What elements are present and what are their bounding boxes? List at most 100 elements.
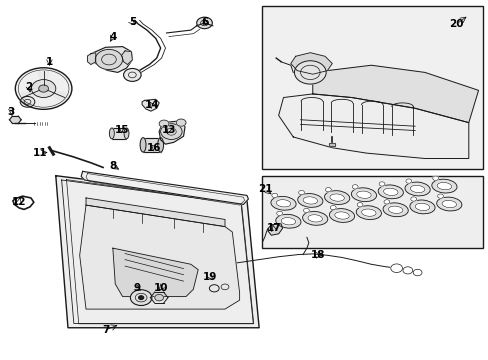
- Circle shape: [95, 49, 122, 69]
- Bar: [329, 143, 334, 146]
- Ellipse shape: [329, 194, 344, 201]
- Polygon shape: [143, 138, 160, 152]
- Ellipse shape: [334, 212, 348, 219]
- Polygon shape: [142, 99, 159, 111]
- Circle shape: [437, 194, 443, 198]
- Text: 3: 3: [8, 107, 15, 117]
- Ellipse shape: [294, 61, 325, 84]
- Ellipse shape: [276, 200, 290, 207]
- Text: 7: 7: [102, 325, 109, 335]
- Circle shape: [155, 294, 163, 301]
- Text: 21: 21: [257, 184, 272, 194]
- Ellipse shape: [409, 200, 434, 214]
- Polygon shape: [312, 65, 478, 123]
- Ellipse shape: [356, 191, 370, 198]
- Circle shape: [209, 285, 219, 292]
- Text: 19: 19: [203, 272, 217, 282]
- Ellipse shape: [404, 182, 429, 196]
- Bar: [261, 6, 483, 169]
- Circle shape: [378, 182, 384, 186]
- Ellipse shape: [436, 197, 461, 211]
- Text: 9: 9: [133, 283, 141, 293]
- Circle shape: [160, 124, 182, 139]
- Polygon shape: [21, 90, 40, 101]
- Ellipse shape: [124, 128, 129, 139]
- Ellipse shape: [351, 188, 376, 202]
- Circle shape: [356, 203, 362, 207]
- Ellipse shape: [158, 138, 163, 152]
- Ellipse shape: [382, 203, 407, 217]
- Polygon shape: [278, 94, 468, 158]
- Circle shape: [383, 200, 389, 204]
- Circle shape: [298, 190, 304, 195]
- Circle shape: [15, 68, 72, 109]
- Circle shape: [351, 185, 357, 189]
- Circle shape: [159, 120, 168, 127]
- Ellipse shape: [281, 217, 295, 225]
- Ellipse shape: [431, 179, 456, 193]
- Text: 5: 5: [128, 17, 136, 27]
- Circle shape: [31, 80, 56, 98]
- Polygon shape: [159, 121, 184, 144]
- Circle shape: [20, 96, 35, 107]
- Circle shape: [221, 284, 228, 290]
- Ellipse shape: [383, 188, 397, 195]
- Circle shape: [390, 264, 402, 273]
- Ellipse shape: [356, 206, 381, 220]
- Text: 2: 2: [25, 82, 33, 92]
- Polygon shape: [122, 51, 132, 64]
- Polygon shape: [86, 198, 224, 226]
- Text: 6: 6: [202, 17, 209, 27]
- Ellipse shape: [297, 194, 322, 207]
- Ellipse shape: [436, 183, 451, 190]
- Circle shape: [176, 119, 185, 126]
- Circle shape: [412, 269, 421, 276]
- Circle shape: [196, 17, 212, 29]
- Circle shape: [10, 116, 20, 123]
- Polygon shape: [113, 248, 198, 297]
- Polygon shape: [290, 53, 331, 74]
- Polygon shape: [267, 224, 282, 235]
- Polygon shape: [81, 171, 248, 204]
- Ellipse shape: [109, 128, 114, 139]
- Polygon shape: [38, 72, 50, 85]
- Bar: [261, 176, 483, 248]
- Circle shape: [139, 296, 143, 300]
- Ellipse shape: [303, 197, 317, 204]
- Polygon shape: [56, 176, 259, 328]
- Circle shape: [303, 208, 309, 213]
- Ellipse shape: [361, 209, 375, 216]
- Text: 12: 12: [12, 197, 26, 207]
- Circle shape: [130, 290, 152, 306]
- Text: 17: 17: [266, 224, 281, 233]
- Circle shape: [271, 193, 277, 198]
- Ellipse shape: [307, 215, 322, 222]
- Ellipse shape: [441, 201, 456, 208]
- Circle shape: [402, 267, 412, 274]
- Circle shape: [39, 85, 48, 92]
- Ellipse shape: [275, 214, 300, 228]
- Text: 16: 16: [147, 143, 161, 153]
- Bar: [329, 143, 334, 146]
- Text: 1: 1: [46, 57, 53, 67]
- Ellipse shape: [409, 185, 424, 193]
- Polygon shape: [88, 46, 132, 72]
- Ellipse shape: [302, 211, 327, 225]
- Circle shape: [123, 68, 141, 81]
- Text: 8: 8: [109, 161, 116, 171]
- Text: 20: 20: [448, 19, 463, 29]
- Ellipse shape: [270, 197, 296, 210]
- Text: 15: 15: [114, 125, 129, 135]
- Circle shape: [330, 206, 335, 210]
- Text: 4: 4: [109, 32, 116, 41]
- Polygon shape: [80, 205, 239, 309]
- Circle shape: [405, 179, 411, 183]
- Text: 10: 10: [153, 283, 167, 293]
- Polygon shape: [87, 53, 96, 64]
- Ellipse shape: [387, 206, 402, 213]
- Text: 11: 11: [32, 148, 47, 158]
- Polygon shape: [112, 128, 126, 139]
- Circle shape: [276, 211, 282, 216]
- Ellipse shape: [329, 208, 354, 222]
- Circle shape: [325, 188, 330, 192]
